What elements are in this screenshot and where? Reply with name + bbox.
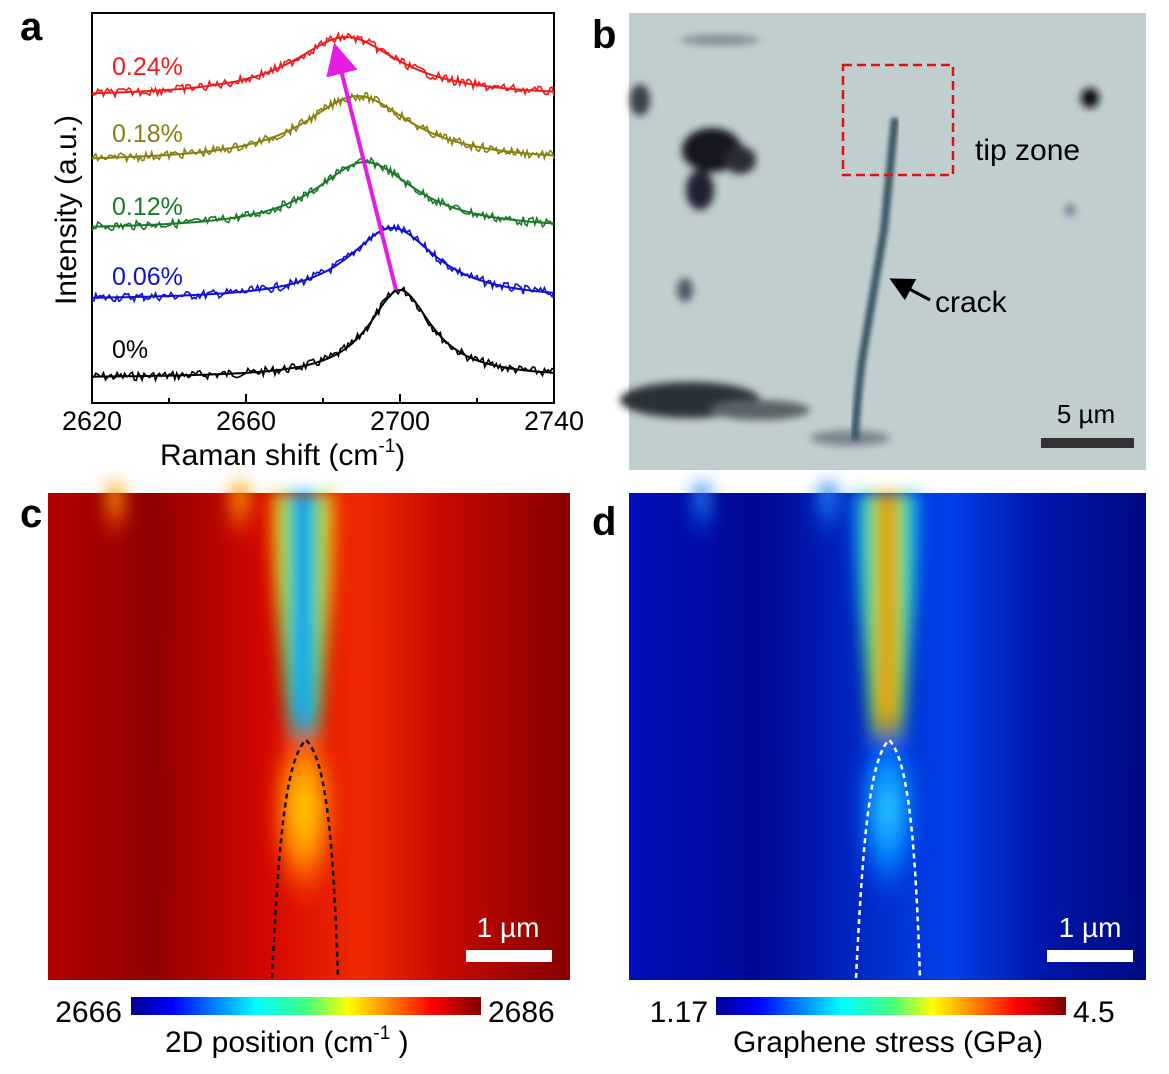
- spectrum-fit-line: [92, 94, 555, 160]
- series-label: 0.18%: [112, 120, 183, 148]
- scale-label-c: 1 µm: [477, 912, 540, 943]
- series-label: 0.12%: [112, 193, 183, 221]
- scale-label-d: 1 µm: [1059, 912, 1122, 943]
- crack-line: [851, 117, 899, 441]
- tip-zone-box: [841, 63, 955, 177]
- colorbar-d-label: Graphene stress (GPa): [733, 1026, 1043, 1059]
- colorbar-c: [131, 997, 481, 1015]
- spectra-group: [91, 31, 555, 383]
- x-tick-label: 2620: [62, 406, 122, 436]
- colorbar-d: [716, 997, 1066, 1015]
- series-labels: 0% 0.06% 0.12% 0.18% 0.24%: [112, 53, 183, 364]
- x-tick-label: 2660: [216, 406, 276, 436]
- y-axis-label: Intensity (a.u.): [50, 115, 83, 305]
- peak-shift-arrow: [326, 42, 398, 291]
- x-tick-label: 2740: [524, 406, 584, 436]
- panel-d: d 1 µm 1.17 4.5 Graphene stress (GPa): [592, 480, 1146, 1059]
- plot-frame: [91, 12, 555, 404]
- panel-a: a 0% 0.06% 0.12% 0.18% 0.24% 2620 2660 2700 274…: [20, 5, 584, 472]
- colorbar-c-min: 2666: [55, 996, 122, 1029]
- colorbar-d-max: 4.5: [1073, 996, 1115, 1029]
- tip-zone-label: tip zone: [975, 134, 1080, 167]
- tip-contour-c: [270, 738, 340, 979]
- spectrum-fit-line: [92, 288, 555, 378]
- series-label: 0%: [112, 336, 148, 364]
- map-d-features: [688, 480, 924, 910]
- spectrum-fit-line: [91, 35, 555, 95]
- x-tick-labels: 2620 2660 2700 2740: [62, 406, 584, 436]
- map-c-features: [101, 480, 340, 910]
- scale-label-b: 5 µm: [1057, 399, 1115, 429]
- spectrum-fit-line: [91, 226, 555, 299]
- colorbar-c-max: 2686: [488, 996, 555, 1029]
- series-label: 0.24%: [112, 53, 183, 81]
- spectrum-data-line: [91, 156, 555, 232]
- series-label: 0.06%: [112, 263, 183, 291]
- panel-c: c 1 µm 2666 2686 2D position (cm-1 ): [20, 480, 570, 1059]
- crack-arrow: [889, 278, 931, 302]
- tip-contour-d: [854, 738, 922, 979]
- x-axis-label: Raman shift (cm-1): [160, 436, 405, 472]
- x-tick-label: 2700: [370, 406, 430, 436]
- spectrum-fit-line: [92, 160, 555, 228]
- scale-bar-d: [1047, 950, 1133, 962]
- panel-label-d: d: [592, 500, 616, 544]
- colorbar-c-label: 2D position (cm-1 ): [165, 1023, 409, 1059]
- scale-bar-b: [1041, 438, 1134, 448]
- crack-label: crack: [935, 286, 1008, 319]
- scale-bar-c: [466, 950, 552, 962]
- panel-label-b: b: [592, 13, 616, 57]
- panel-label-a: a: [20, 5, 43, 49]
- x-ticks: [91, 394, 555, 403]
- micrograph-features: [620, 35, 1099, 446]
- panel-label-c: c: [20, 492, 42, 536]
- colorbar-d-min: 1.17: [650, 996, 708, 1029]
- panel-b: b tip zone crack 5 µm: [592, 13, 1146, 470]
